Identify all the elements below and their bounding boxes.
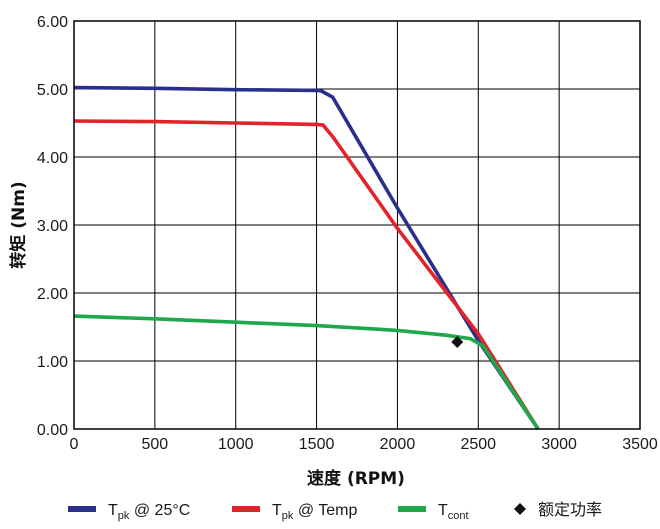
y-axis-title: 转矩 (Nm) [8,181,29,268]
x-tick-label: 3500 [622,436,658,453]
plot-frame [73,20,641,430]
series-layer [73,85,540,431]
legend-item-0: Tpk @ 25°C [68,502,190,522]
grid-lines [73,20,641,430]
legend-label: Tcont [438,502,469,522]
y-tick-label: 1.00 [37,354,68,371]
x-tick-label: 2500 [460,436,496,453]
y-tick-label: 6.00 [37,14,68,31]
x-tick-label: 0 [70,436,79,453]
legend-swatch [68,506,96,512]
y-tick-labels: 0.00 1.00 2.00 3.00 4.00 5.00 6.00 [37,14,68,439]
y-tick-label: 2.00 [37,286,68,303]
y-tick-label: 3.00 [37,218,68,235]
series-line-pk-temp [73,119,540,430]
rated-power-marker [451,335,464,348]
x-axis-title: 速度 (RPM) [307,468,405,489]
legend-item-2: Tcont [398,502,469,522]
x-tick-label: 2000 [380,436,416,453]
x-tick-label: 500 [142,436,169,453]
x-tick-labels: 0 500 1000 1500 2000 2500 3000 3500 [70,436,658,453]
legend-swatch [232,506,260,512]
legend-swatch [398,506,426,512]
x-tick-label: 3000 [541,436,577,453]
x-tick-label: 1500 [299,436,335,453]
legend-label: 额定功率 [538,500,602,519]
x-tick-label: 1000 [218,436,254,453]
legend-item-rated-power: 额定功率 [514,500,602,519]
legend-label: Tpk @ Temp [272,502,357,522]
y-tick-label: 4.00 [37,150,68,167]
legend-diamond-icon [514,503,526,515]
legend-label: Tpk @ 25°C [108,502,190,522]
y-tick-label: 5.00 [37,82,68,99]
legend: Tpk @ 25°C Tpk @ Temp Tcont 额定功率 [68,500,602,522]
series-line-pk-25-c [73,85,540,431]
series-line-cont [73,314,540,430]
legend-item-1: Tpk @ Temp [232,502,357,522]
marker-layer [451,335,464,348]
y-tick-label: 0.00 [37,422,68,439]
